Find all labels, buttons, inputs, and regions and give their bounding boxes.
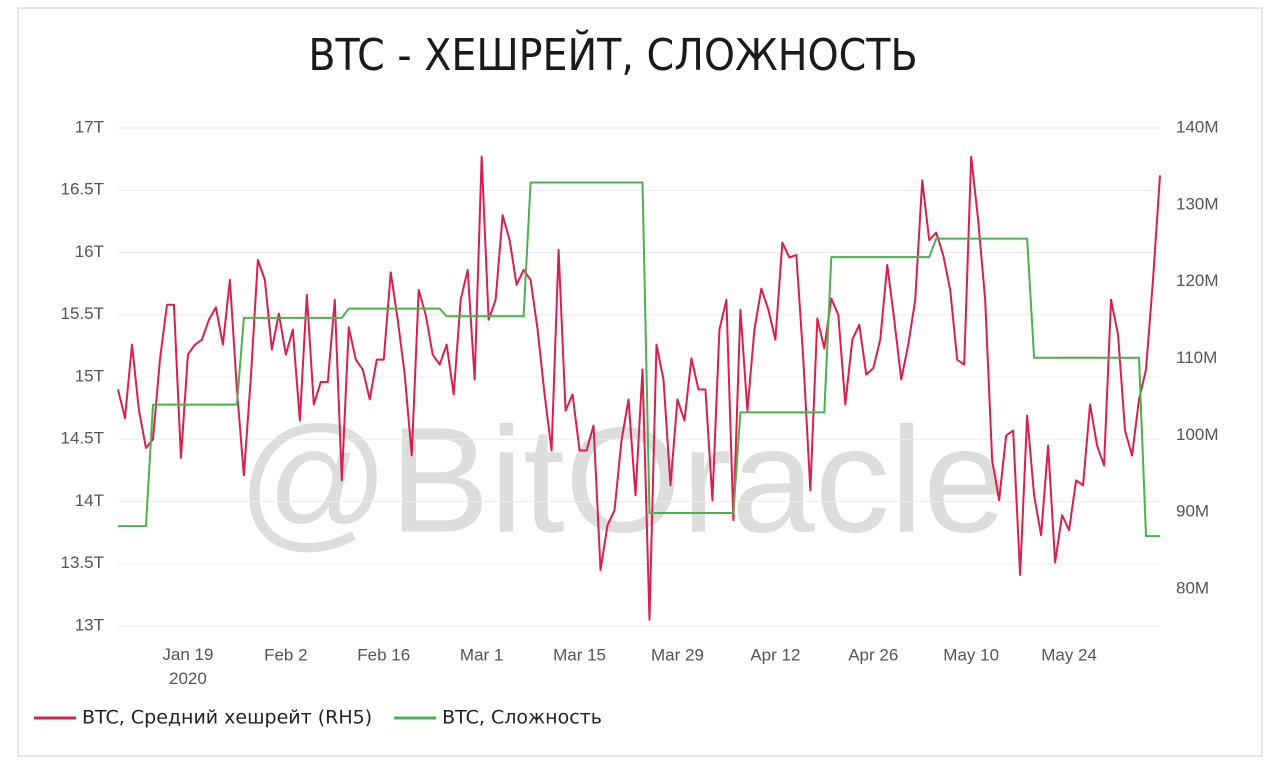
x-tick-label: Apr 26 bbox=[848, 645, 898, 664]
y2-tick-label: 100M bbox=[1176, 425, 1219, 444]
y-tick-label: 15T bbox=[75, 366, 104, 385]
series-line bbox=[117, 155, 1161, 621]
x-tick-label: Mar 1 bbox=[460, 645, 503, 664]
y2-tick-label: 80M bbox=[1176, 579, 1209, 598]
legend-label: BTC, Средний хешрейт (RH5) bbox=[82, 707, 372, 729]
y2-tick-label: 110M bbox=[1176, 348, 1217, 367]
series-line bbox=[118, 181, 1160, 538]
y-tick-label: 17T bbox=[75, 117, 104, 136]
chart-title: BTC - ХЕШРЕЙТ, СЛОЖНОСТЬ bbox=[308, 28, 917, 81]
y-tick-label: 14.5T bbox=[61, 429, 104, 448]
x-tick-label: May 24 bbox=[1041, 645, 1097, 664]
y-tick-label: 14T bbox=[75, 491, 104, 510]
x-tick-label: Apr 12 bbox=[750, 645, 800, 664]
y-tick-label: 16.5T bbox=[61, 180, 104, 199]
y-tick-label: 13T bbox=[75, 615, 104, 634]
x-tick-label: Jan 19 2020 bbox=[162, 645, 213, 688]
legend-label: BTC, Сложность bbox=[442, 707, 602, 729]
x-tick-label: Mar 29 bbox=[651, 645, 704, 664]
y-tick-label: 15.5T bbox=[61, 304, 104, 323]
x-tick-label: May 10 bbox=[943, 645, 999, 664]
y2-tick-label: 130M bbox=[1176, 194, 1219, 213]
y-tick-label: 13.5T bbox=[61, 553, 104, 572]
y2-tick-label: 90M bbox=[1176, 502, 1209, 521]
y2-tick-label: 120M bbox=[1176, 271, 1219, 290]
x-tick-label: Feb 16 bbox=[357, 645, 410, 664]
watermark: @BitOracle bbox=[237, 396, 1006, 564]
y2-tick-label: 140M bbox=[1176, 117, 1219, 136]
x-tick-label: Feb 2 bbox=[264, 645, 307, 664]
y-tick-label: 16T bbox=[75, 242, 104, 261]
x-tick-label: Mar 15 bbox=[553, 645, 606, 664]
frame bbox=[17, 7, 1263, 757]
